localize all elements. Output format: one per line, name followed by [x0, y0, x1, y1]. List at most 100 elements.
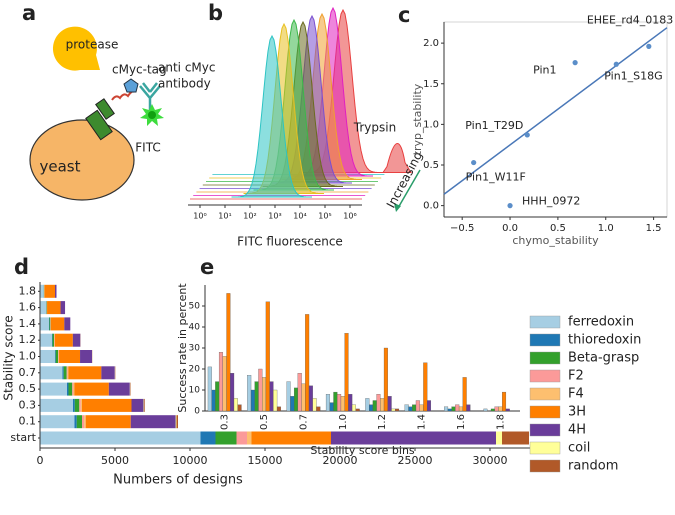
bar: [293, 387, 299, 412]
point: [507, 203, 513, 209]
bar: [351, 404, 356, 412]
y-axis-label: Success rate in percent: [176, 283, 189, 413]
bar: [348, 394, 353, 412]
x-tick-label: 1.8: [495, 414, 506, 430]
annotation: Trypsin: [353, 121, 396, 135]
bar-segment: [74, 415, 77, 429]
bar-segment: [44, 284, 55, 298]
legend-swatch: [529, 369, 561, 383]
bar-segment: [40, 333, 52, 347]
point: [471, 159, 477, 166]
aga-protein: [85, 109, 113, 141]
bar-segment: [143, 398, 145, 412]
bar: [273, 389, 278, 412]
bar: [412, 404, 417, 412]
bar: [230, 373, 235, 412]
bar-segment: [40, 350, 55, 363]
panel-label: a: [22, 1, 36, 25]
protease-shape: [52, 26, 100, 71]
panel-label: c: [398, 3, 410, 27]
antibody-shape: [139, 82, 161, 110]
bar-segment: [72, 382, 74, 396]
x-tick-label: 1.2: [377, 414, 388, 430]
x-tick-label: 0.5: [259, 414, 270, 430]
y-tick-label: 0.0: [423, 201, 439, 212]
bar-segment: [72, 333, 81, 347]
bar: [408, 406, 413, 412]
bar: [490, 408, 495, 412]
panel-label: e: [200, 255, 214, 279]
x-tick-label: 10⁰: [193, 212, 206, 221]
bar-segment: [52, 333, 53, 347]
bar: [483, 408, 488, 412]
legend-label: ferredoxin: [568, 315, 634, 330]
bar-segment: [236, 431, 247, 445]
bar: [316, 406, 321, 412]
bar-segment: [40, 284, 44, 298]
bar: [290, 396, 295, 412]
y-tick-label: 40: [189, 323, 201, 333]
point: [572, 60, 578, 66]
bar: [258, 368, 263, 412]
legend-swatch: [529, 315, 561, 329]
diagram-label: antibody: [158, 77, 211, 91]
bar-segment: [40, 398, 73, 412]
bar-segment: [74, 398, 80, 412]
x-tick-label: 5000: [101, 454, 129, 467]
diagram-label: yeast: [40, 158, 81, 176]
x-tick-label: 1.0: [338, 414, 349, 430]
arrow-head: [394, 203, 401, 212]
bar-segment: [200, 431, 216, 445]
bar: [458, 406, 463, 412]
bar-segment: [40, 301, 46, 315]
legend-label: random: [568, 459, 618, 474]
bar: [451, 406, 456, 412]
arrow-line: [397, 169, 421, 209]
bar: [215, 381, 220, 412]
x-axis-label: Stability score bins: [310, 444, 415, 457]
bar: [276, 406, 281, 412]
legend-swatch: [529, 423, 561, 437]
bar: [462, 377, 467, 412]
bar: [226, 293, 231, 412]
bar-segment: [84, 415, 86, 429]
y-tick-label: 1.0: [19, 350, 37, 363]
bar-segment: [55, 284, 57, 298]
bar-segment: [502, 431, 529, 445]
x-tick-label: 10000: [173, 454, 208, 467]
bar: [237, 404, 242, 412]
bar: [305, 314, 310, 412]
point-label: Pin1: [533, 64, 556, 77]
bar: [376, 394, 381, 412]
point-label: EHEE_rd4_0183: [587, 13, 673, 26]
fitc-core: [148, 111, 156, 119]
bar-segment: [64, 317, 71, 331]
bar-segment: [60, 301, 66, 315]
point: [646, 43, 652, 49]
bar: [222, 356, 227, 412]
bar: [265, 301, 270, 412]
bar-segment: [63, 366, 67, 380]
y-tick-label: 50: [189, 302, 201, 312]
bar: [233, 398, 238, 412]
bar: [423, 362, 428, 412]
bar: [312, 398, 317, 412]
bar-segment: [40, 317, 49, 331]
y-tick-label: 0.5: [423, 160, 439, 171]
cmyc-tag-shape: [123, 78, 139, 93]
bar: [325, 394, 330, 412]
bar-segment: [215, 431, 237, 445]
panel-label: b: [208, 1, 223, 25]
legend-swatch: [529, 387, 561, 401]
bar-segment: [47, 301, 61, 315]
bar: [455, 404, 460, 412]
bar-segment: [82, 398, 132, 412]
bar: [404, 404, 409, 412]
bar-segment: [101, 366, 115, 380]
y-tick-label: 30: [189, 344, 201, 354]
y-tick-label: 0.1: [19, 415, 37, 428]
legend-swatch: [529, 333, 561, 347]
bar-segment: [82, 415, 85, 429]
bar-segment: [68, 366, 102, 380]
